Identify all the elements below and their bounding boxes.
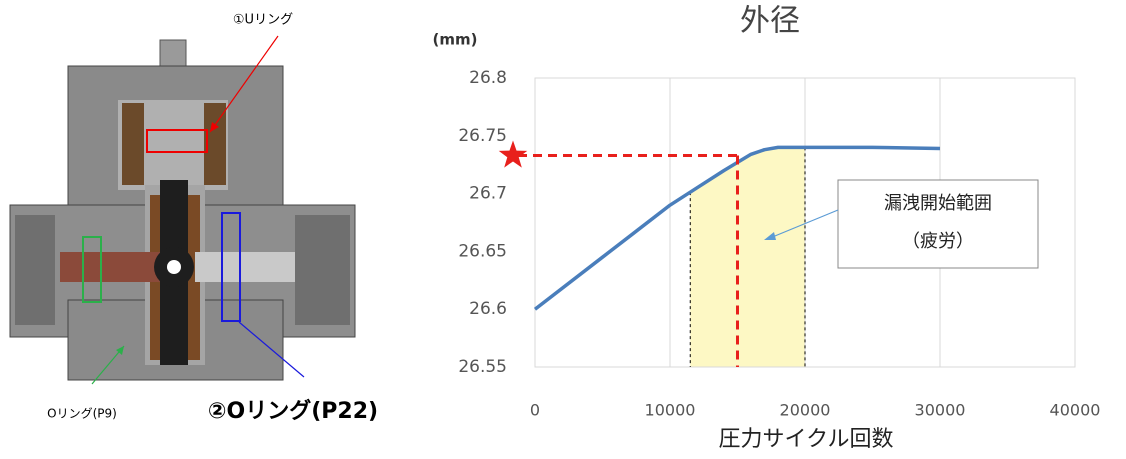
y-tick-label: 26.7 bbox=[469, 184, 507, 204]
y-tick-label: 26.75 bbox=[458, 126, 507, 146]
x-tick-label: 10000 bbox=[645, 401, 696, 420]
u-ring-label: ①Uリング bbox=[233, 13, 293, 28]
mechanical-drawing: ①Uリング Oリング(P9) ②Oリング(P22) bbox=[10, 13, 378, 425]
o-ring-p22-label: ②Oリング(P22) bbox=[208, 398, 378, 424]
x-tick-label: 30000 bbox=[915, 401, 966, 420]
x-tick-label: 0 bbox=[530, 401, 540, 420]
y-tick-label: 26.55 bbox=[458, 357, 507, 377]
y-tick-label: 26.6 bbox=[469, 299, 507, 319]
annotation-text: （疲労） bbox=[902, 231, 974, 252]
y-tick-label: 26.8 bbox=[469, 68, 507, 88]
chart-title: 外径 bbox=[740, 4, 800, 39]
y-tick-label: 26.65 bbox=[458, 241, 507, 261]
annotation-text: 漏洩開始範囲 bbox=[884, 193, 992, 214]
page: ①Uリング Oリング(P9) ②Oリング(P22) 外径 (mm) 圧力サイクル… bbox=[0, 0, 1126, 455]
x-tick-label: 40000 bbox=[1050, 401, 1101, 420]
chart: 外径 (mm) 圧力サイクル回数 0 10000 20000 30000 40000 26… bbox=[433, 4, 1101, 453]
x-tick-label: 20000 bbox=[780, 401, 831, 420]
o-ring-p9-label: Oリング(P9) bbox=[47, 407, 117, 421]
y-axis-label: (mm) bbox=[433, 31, 478, 49]
x-axis-label: 圧力サイクル回数 bbox=[719, 427, 894, 452]
